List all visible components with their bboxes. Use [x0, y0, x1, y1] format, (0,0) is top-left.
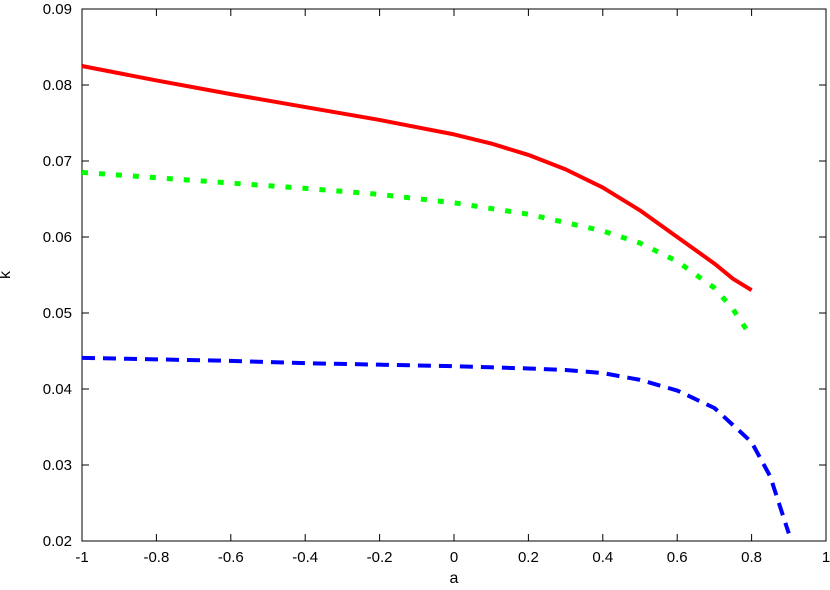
x-tick-label: -0.4	[292, 549, 318, 566]
y-tick-label: 0.03	[43, 457, 72, 474]
y-axis-label: k	[0, 270, 14, 279]
x-tick-label: 0.2	[518, 549, 539, 566]
y-tick-label: 0.05	[43, 305, 72, 322]
x-tick-label: 0	[450, 549, 458, 566]
x-tick-label: -1	[75, 549, 88, 566]
series-line-3	[81, 355, 791, 535]
y-tick-label: 0.02	[43, 533, 72, 550]
y-tick-label: 0.07	[43, 153, 72, 170]
x-tick-label: -0.2	[367, 549, 393, 566]
y-tick-label: 0.08	[43, 77, 72, 94]
x-tick-label: 0.6	[667, 549, 688, 566]
y-axis: 0.02 0.03 0.04 0.05 0.06 0.07 0.08 0.09	[43, 1, 826, 550]
y-tick-label: 0.04	[43, 381, 72, 398]
x-tick-label: -0.8	[143, 549, 169, 566]
x-tick-label: 0.8	[741, 549, 762, 566]
x-tick-label: 0.4	[592, 549, 613, 566]
y-tick-label: 0.06	[43, 229, 72, 246]
x-tick-label: 1	[822, 549, 830, 566]
series-line-1	[81, 64, 753, 292]
x-axis-label: a	[450, 570, 459, 587]
x-axis: -1 -0.8 -0.6 -0.4 -0.2 0 0.2 0.4 0.6 0.8 1	[75, 9, 830, 566]
y-tick-label: 0.09	[43, 1, 72, 18]
series-layer	[81, 64, 791, 535]
series-line-2	[81, 169, 754, 339]
x-tick-label: -0.6	[218, 549, 244, 566]
